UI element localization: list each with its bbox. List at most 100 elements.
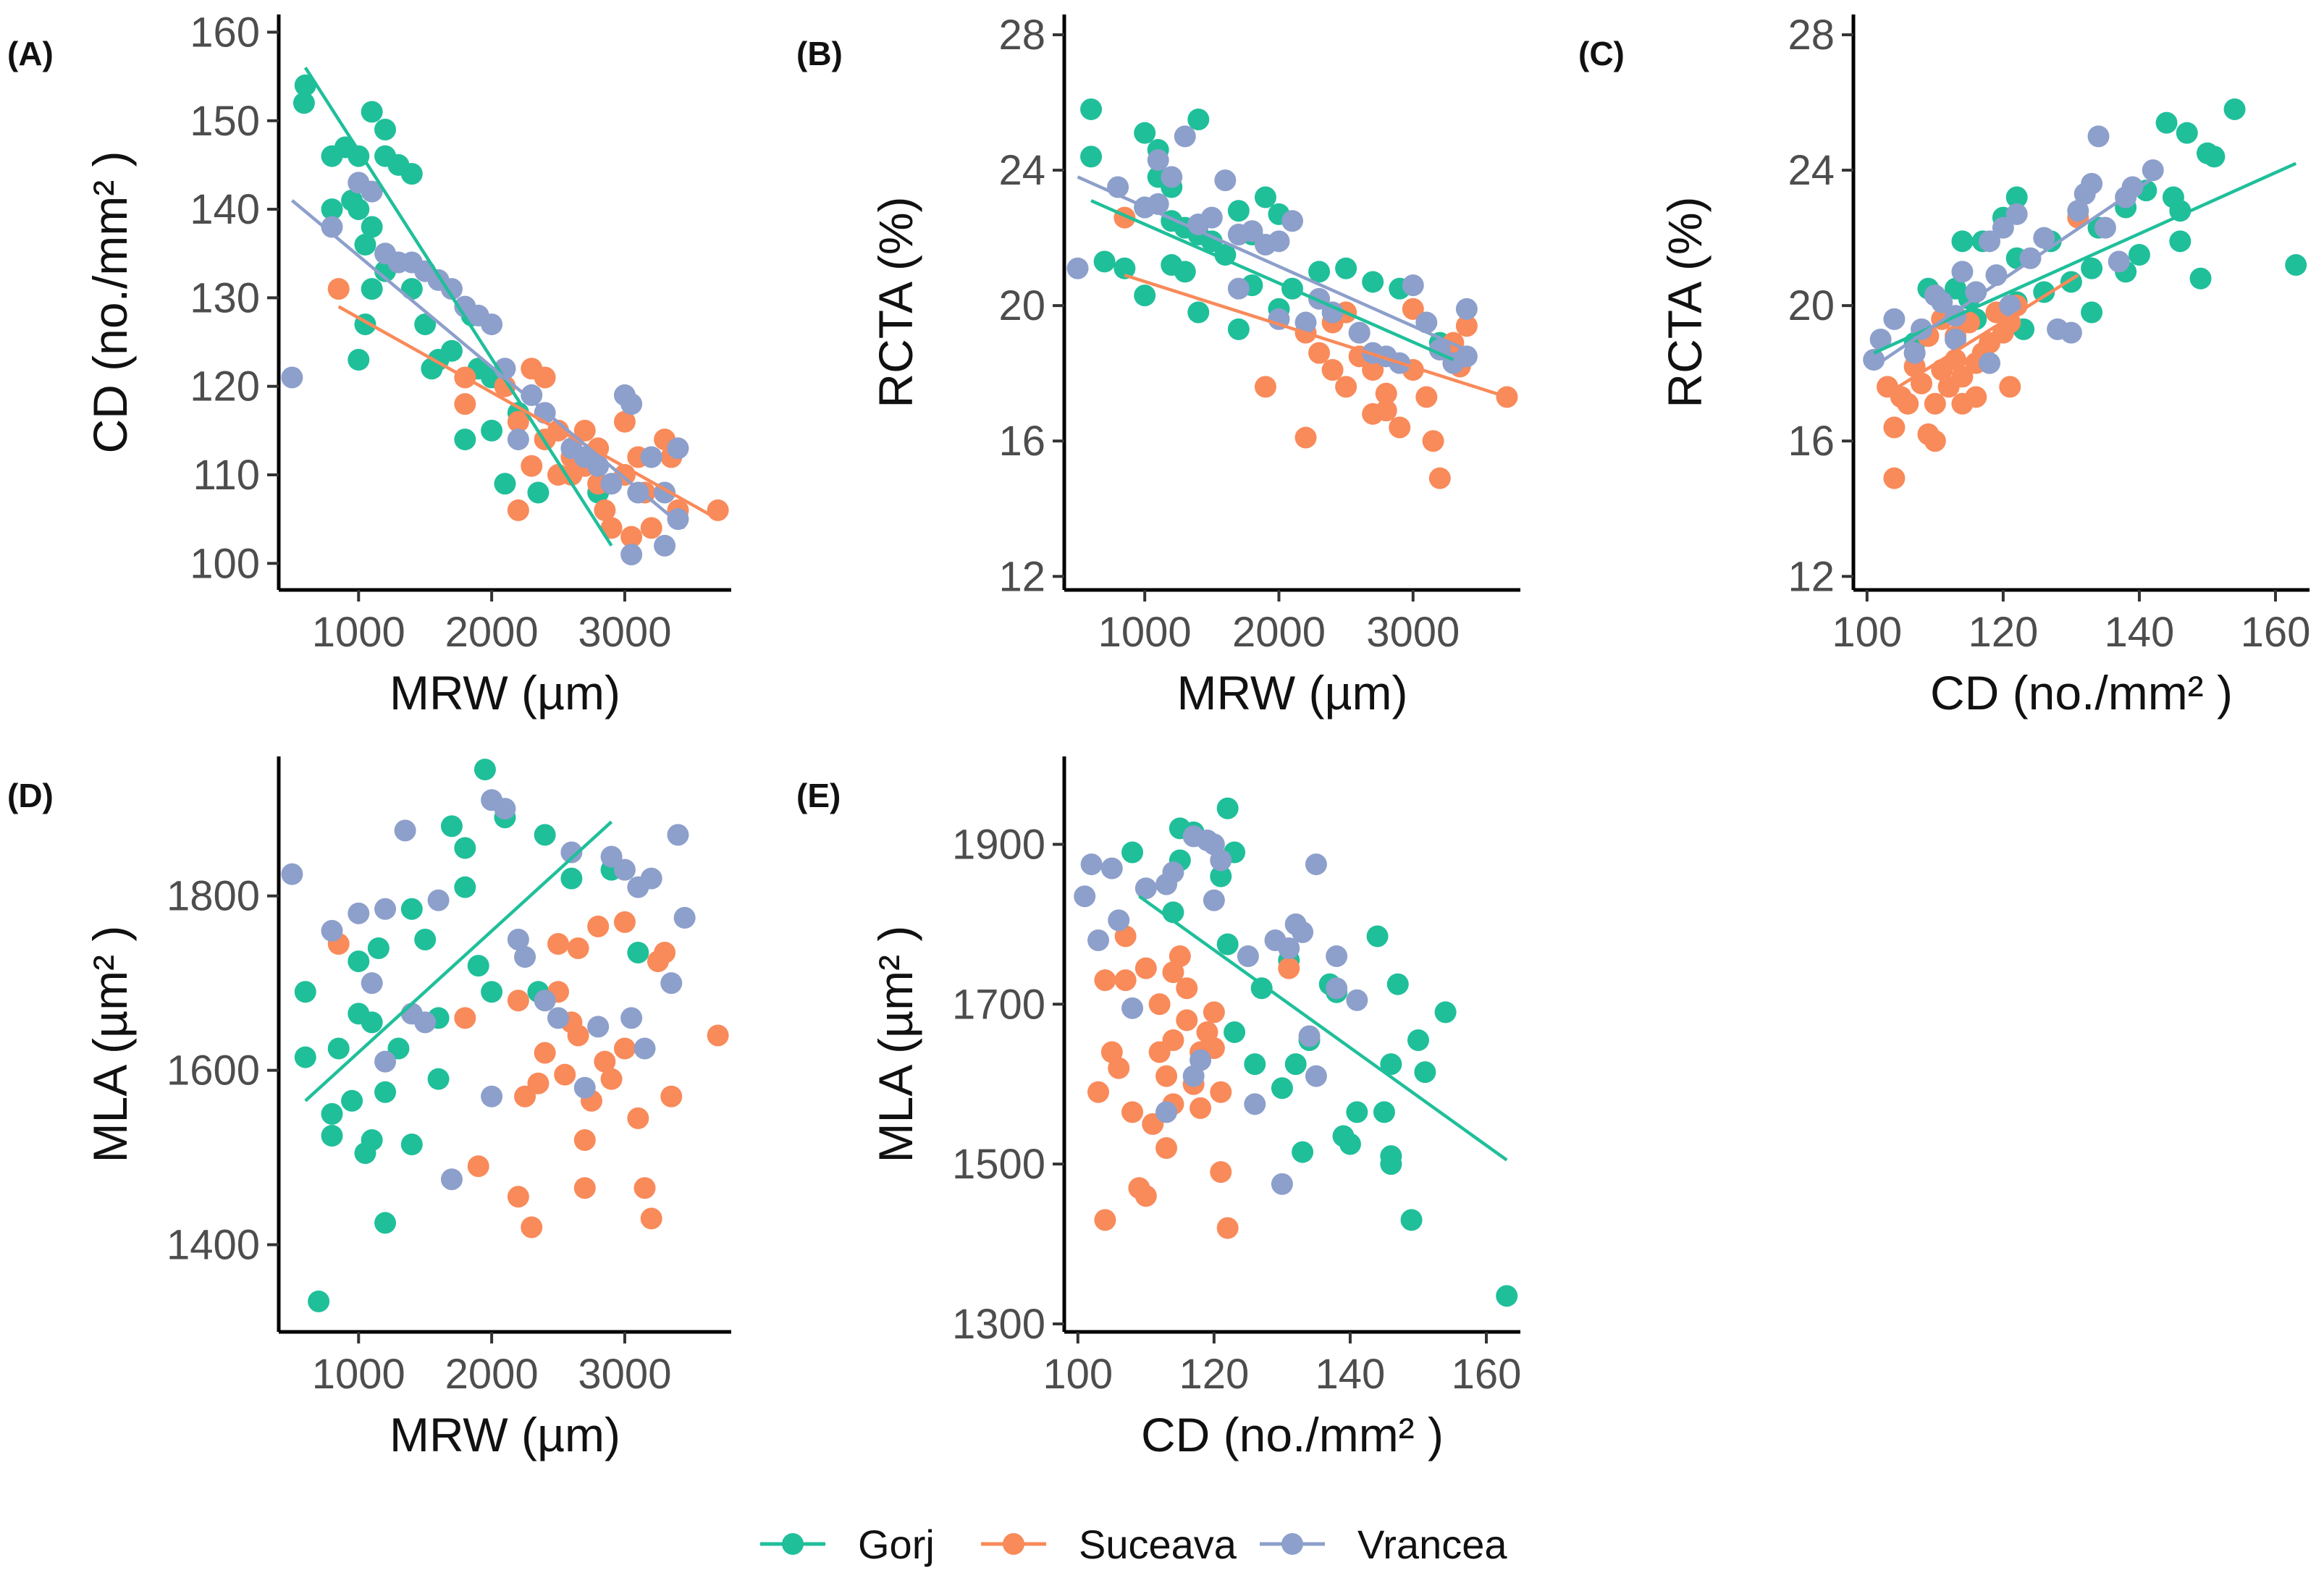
legend-label: Suceava <box>1079 1522 1237 1567</box>
data-point-vrancea <box>1903 342 1926 364</box>
data-point-vrancea <box>1074 885 1096 908</box>
data-point-suceava <box>1190 1097 1212 1119</box>
data-point-gorj <box>1380 1053 1402 1076</box>
data-point-vrancea <box>1305 1065 1327 1087</box>
data-point-gorj <box>1227 200 1250 222</box>
y-axis-title: CD (no./mm² ) <box>83 151 137 454</box>
data-point-gorj <box>292 92 315 114</box>
data-point-gorj <box>414 928 437 950</box>
data-point-vrancea <box>481 1085 503 1107</box>
data-point-suceava <box>594 499 616 521</box>
data-point-gorj <box>1227 318 1250 340</box>
data-point-vrancea <box>1294 311 1317 334</box>
data-point-gorj <box>327 1037 350 1060</box>
data-point-vrancea <box>1455 298 1478 320</box>
data-point-vrancea <box>1883 308 1906 330</box>
x-tick-label: 140 <box>1315 1351 1386 1398</box>
legend-marker <box>1003 1533 1024 1555</box>
data-point-suceava <box>1375 382 1397 405</box>
data-point-vrancea <box>1979 230 2001 253</box>
data-point-suceava <box>1155 1137 1178 1160</box>
data-point-gorj <box>473 759 496 781</box>
x-tick-label: 120 <box>1968 609 2038 656</box>
data-point-gorj <box>1244 1053 1266 1076</box>
data-point-vrancea <box>1147 149 1169 172</box>
data-point-suceava <box>467 1155 489 1178</box>
data-point-gorj <box>454 429 476 451</box>
series-vrancea <box>1066 125 1478 374</box>
data-point-suceava <box>1389 416 1411 439</box>
data-point-vrancea <box>1174 125 1196 148</box>
data-point-gorj <box>1951 230 1974 253</box>
data-point-gorj <box>2033 281 2055 303</box>
trend-line-gorj <box>1138 895 1508 1162</box>
data-point-gorj <box>294 981 316 1003</box>
data-point-vrancea <box>1244 1093 1266 1115</box>
data-point-vrancea <box>1268 230 1290 253</box>
data-point-vrancea <box>640 446 662 468</box>
data-point-vrancea <box>1321 301 1344 324</box>
data-point-vrancea <box>620 1007 643 1029</box>
trend-line-suceava <box>1886 274 2079 395</box>
x-tick-label: 2000 <box>1232 609 1326 656</box>
trend-line-suceava <box>337 305 719 521</box>
trend-line-gorj <box>1090 199 1454 362</box>
data-point-suceava <box>1210 1081 1232 1103</box>
data-point-gorj <box>361 216 383 238</box>
data-point-gorj <box>1362 271 1384 293</box>
data-point-suceava <box>1335 376 1357 398</box>
x-axis-title: MRW (µm) <box>390 666 620 720</box>
data-point-vrancea <box>1979 352 2001 374</box>
data-point-gorj <box>2005 186 2028 208</box>
data-point-gorj <box>1400 1209 1423 1231</box>
legend-label: Vrancea <box>1357 1522 1507 1567</box>
data-point-vrancea <box>507 429 529 451</box>
data-point-vrancea <box>573 1076 596 1099</box>
data-point-gorj <box>1414 1061 1436 1084</box>
data-point-vrancea <box>627 481 649 504</box>
data-point-gorj <box>1187 301 1210 324</box>
data-point-vrancea <box>281 863 303 885</box>
data-point-suceava <box>1210 1161 1232 1184</box>
y-tick-label: 24 <box>1788 147 1835 194</box>
data-point-suceava <box>1254 376 1276 398</box>
data-point-gorj <box>2060 271 2082 293</box>
data-point-vrancea <box>374 1050 397 1073</box>
x-tick-label: 1000 <box>1098 609 1192 656</box>
data-point-vrancea <box>2005 203 2028 225</box>
series-vrancea <box>281 172 689 566</box>
data-point-suceava <box>507 1186 529 1208</box>
data-point-gorj <box>348 198 370 221</box>
data-point-suceava <box>1087 1081 1110 1103</box>
y-axis-title: RCTA (%) <box>869 196 922 408</box>
data-point-vrancea <box>1348 321 1371 344</box>
data-point-vrancea <box>1080 853 1103 876</box>
data-point-gorj <box>2128 244 2150 266</box>
data-point-gorj <box>1216 797 1239 819</box>
trend-line-suceava <box>1124 273 1508 399</box>
data-point-suceava <box>1134 957 1157 979</box>
data-point-vrancea <box>1066 257 1089 279</box>
data-point-gorj <box>1308 261 1331 283</box>
x-tick-label: 1000 <box>312 609 405 656</box>
data-point-vrancea <box>494 798 516 820</box>
data-point-gorj <box>1434 1001 1457 1024</box>
data-point-suceava <box>554 1063 576 1086</box>
data-point-vrancea <box>1134 877 1157 900</box>
legend-label: Gorj <box>858 1522 935 1567</box>
data-point-suceava <box>627 1107 649 1129</box>
data-point-gorj <box>454 876 476 898</box>
panel-letter: (E) <box>796 777 841 814</box>
data-point-gorj <box>1271 1077 1293 1100</box>
data-point-suceava <box>454 393 476 415</box>
data-point-vrancea <box>1162 861 1184 884</box>
legend-marker <box>1281 1533 1303 1555</box>
y-tick-label: 140 <box>190 186 260 233</box>
data-point-vrancea <box>1326 945 1348 968</box>
data-point-gorj <box>1373 1101 1395 1123</box>
data-point-vrancea <box>1326 977 1348 1000</box>
data-point-vrancea <box>1965 281 1987 303</box>
data-point-gorj <box>421 358 443 380</box>
data-point-suceava <box>573 1129 596 1151</box>
